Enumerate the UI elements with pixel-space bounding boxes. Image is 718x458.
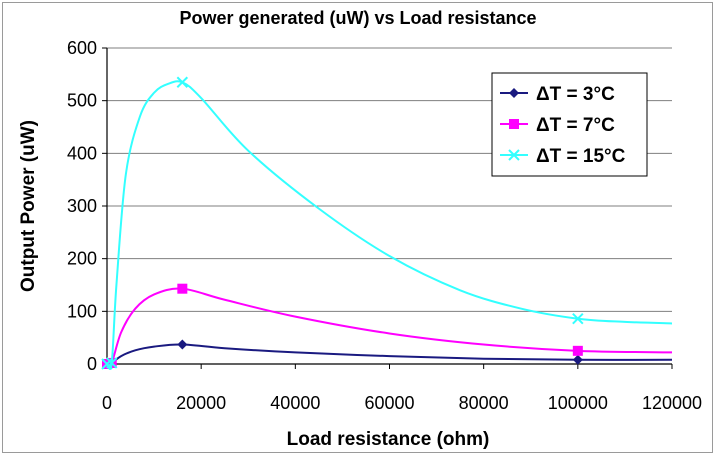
x-tick-label: 40000 <box>270 393 320 413</box>
data-point-cross <box>106 357 118 369</box>
data-point-cross <box>508 149 520 161</box>
series-line <box>106 287 673 367</box>
legend: ΔT = 3°C ΔT = 7°C ΔT = 15°C <box>491 72 648 177</box>
data-point-cross <box>572 312 584 325</box>
series-line <box>106 80 673 371</box>
y-tick-label: 600 <box>67 38 97 58</box>
legend-item: ΔT = 7°C <box>500 115 615 136</box>
x-axis-label: Load resistance (ohm) <box>287 429 490 450</box>
data-point-diamond <box>177 339 188 350</box>
y-tick-label: 200 <box>67 249 97 269</box>
x-tick-label: 100000 <box>548 393 608 413</box>
x-tick-label: 20000 <box>176 393 226 413</box>
series-line <box>106 343 673 365</box>
data-point-cross-stroke <box>508 149 520 161</box>
legend-label: ΔT = 7°C <box>536 115 615 136</box>
y-tick-label: 100 <box>67 301 97 321</box>
y-tick-labels: 0 100 200 300 400 500 600 <box>67 38 97 374</box>
y-tick-label: 500 <box>67 91 97 111</box>
series-group <box>101 76 673 371</box>
x-tick-label: 0 <box>102 393 112 413</box>
legend-label: ΔT = 15°C <box>536 146 626 167</box>
data-point-cross <box>176 76 189 88</box>
data-point-cross-stroke <box>572 312 584 325</box>
chart-title: Power generated (uW) vs Load resistance <box>179 8 536 28</box>
x-tick-label: 80000 <box>459 393 509 413</box>
data-point-cross-stroke <box>106 357 118 369</box>
y-tick-label: 0 <box>87 354 97 374</box>
y-tick-label: 400 <box>67 143 97 163</box>
data-point-square <box>177 283 188 294</box>
data-point-square <box>509 119 519 129</box>
legend-label: ΔT = 3°C <box>536 84 615 105</box>
x-tick-label: 120000 <box>642 393 702 413</box>
legend-item: ΔT = 15°C <box>500 146 626 167</box>
data-point-diamond <box>509 88 519 98</box>
grid-lines <box>107 47 672 312</box>
y-axis-label: Output Power (uW) <box>18 120 39 292</box>
y-tick-label: 300 <box>67 196 97 216</box>
series-3 <box>101 76 673 371</box>
x-tick-labels: 0 20000 40000 60000 80000 100000 120000 <box>102 393 702 413</box>
legend-item: ΔT = 3°C <box>500 84 615 105</box>
data-point-cross-stroke <box>176 76 189 88</box>
x-tick-label: 60000 <box>364 393 414 413</box>
data-point-diamond <box>572 354 583 365</box>
data-point-square <box>572 345 583 356</box>
